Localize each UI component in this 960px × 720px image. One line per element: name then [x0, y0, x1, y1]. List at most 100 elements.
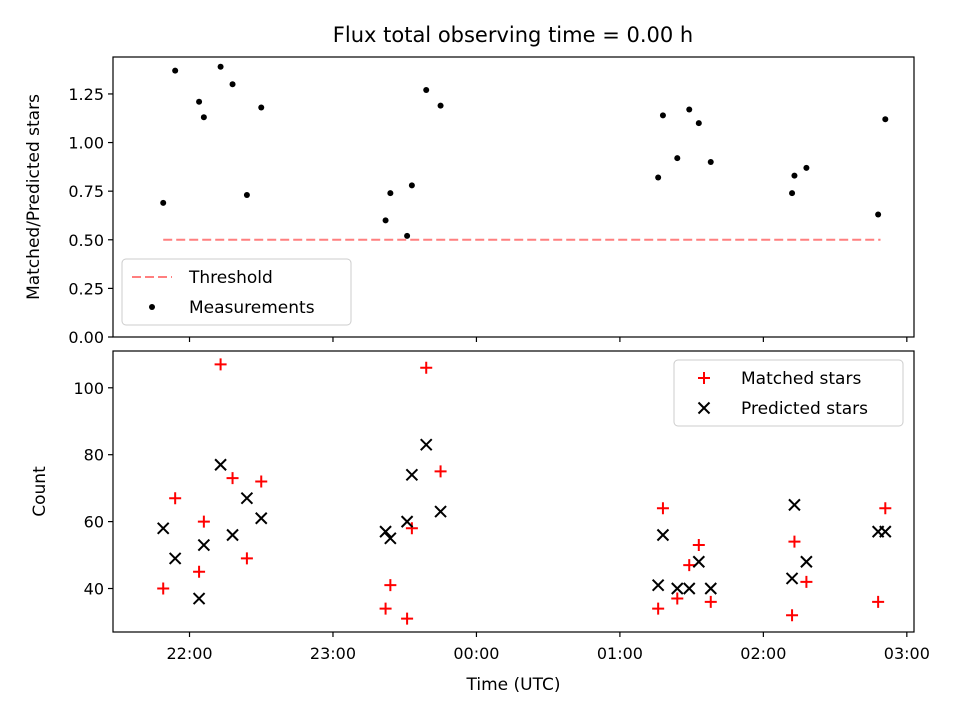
matched-star-point	[405, 522, 418, 535]
measurement-point	[803, 164, 810, 171]
matched-star-point	[214, 358, 227, 371]
legend-predicted-swatch	[697, 401, 711, 415]
measurement-point	[707, 159, 714, 165]
x-tick-label: 03:00	[884, 644, 930, 663]
predicted-star-point	[226, 528, 239, 542]
y-tick-label: 40	[84, 580, 104, 599]
y-tick-label: 100	[73, 379, 104, 398]
matched-star-point	[157, 582, 170, 595]
y-tick-label: 60	[84, 513, 104, 532]
measurement-point	[695, 120, 702, 127]
matched-star-point	[652, 602, 665, 615]
legend-box	[121, 258, 352, 326]
measurement-point	[789, 190, 796, 197]
axes-frame	[112, 350, 915, 633]
x-tick-label: 01:00	[597, 644, 643, 663]
matched-star-point	[879, 502, 892, 515]
measurement-point	[258, 104, 265, 111]
predicted-star-point	[157, 522, 170, 535]
x-tick-label: 02:00	[740, 644, 786, 663]
measurement-point	[404, 232, 411, 239]
measurement-point	[172, 67, 179, 74]
chart-title: Flux total observing time = 0.00 h	[333, 23, 693, 47]
predicted-star-point	[405, 468, 419, 481]
top-panel: 0.00 0.25 0.50 0.75 1.00 1.25 Matched/Predicte…	[24, 56, 915, 347]
measurement-point	[437, 102, 444, 109]
y-tick-label: 0.50	[68, 231, 104, 250]
matched-star-point	[434, 465, 447, 478]
predicted-star-point	[879, 525, 892, 538]
predicted-star-point	[692, 555, 706, 568]
matched-star-point	[384, 579, 397, 592]
measurement-point	[875, 211, 882, 218]
matched-star-point	[401, 612, 414, 625]
measurement-point	[243, 192, 250, 199]
legend-measurement-swatch	[149, 304, 155, 310]
matched-star-point	[193, 565, 206, 578]
matched-star-point	[704, 595, 717, 608]
measurement-point	[217, 63, 224, 70]
measurement-point	[882, 116, 889, 123]
x-tick-label: 22:00	[166, 644, 212, 663]
matched-star-point	[379, 602, 392, 615]
predicted-star-point	[384, 532, 397, 545]
measurement-point	[659, 112, 666, 119]
predicted-star-point	[420, 438, 433, 451]
x-tick-label: 00:00	[453, 644, 499, 663]
legend-label: Measurements	[189, 298, 315, 318]
measurement-point	[382, 217, 389, 224]
y-tick-label: 0.75	[68, 182, 104, 201]
matched-star-point	[420, 361, 433, 374]
predicted-star-point	[214, 458, 227, 471]
predicted-star-point	[255, 512, 268, 525]
legend: Matched stars Predicted stars	[673, 359, 904, 427]
y-tick-label: 1.25	[68, 85, 104, 104]
legend: Threshold Measurements	[121, 258, 352, 326]
y-tick-label: 0.00	[68, 328, 104, 347]
legend-label: Predicted stars	[741, 399, 868, 419]
predicted-star-point	[400, 515, 414, 528]
measurement-point	[200, 114, 207, 121]
x-axis-label: Time (UTC)	[466, 675, 561, 695]
predicted-star-point	[379, 525, 392, 538]
measurement-point	[160, 199, 167, 206]
matched-star-point	[671, 592, 684, 605]
measurement-point	[655, 174, 662, 181]
measurement-point	[686, 106, 693, 113]
predicted-star-point	[788, 498, 801, 512]
matched-star-point	[692, 539, 705, 552]
bottom-panel: 40 60 80 100 22:00 23:00 00:00 01:00 02:00 03:00 C…	[30, 350, 930, 695]
legend-matched-swatch	[698, 372, 710, 384]
measurement-point	[196, 98, 203, 105]
matched-star-point	[872, 595, 885, 608]
predicted-star-point	[671, 582, 684, 595]
matched-star-point	[656, 502, 669, 515]
matched-star-point	[226, 472, 239, 485]
matched-star-point	[786, 609, 799, 622]
matched-star-point	[788, 535, 801, 548]
predicted-star-point	[704, 582, 717, 595]
predicted-star-point	[800, 555, 813, 568]
predicted-star-point	[434, 505, 447, 518]
matched-star-point	[800, 575, 813, 588]
measurement-point	[387, 190, 394, 197]
matched-star-point	[240, 552, 253, 565]
predicted-star-point	[656, 528, 670, 542]
matched-star-point	[197, 515, 210, 528]
predicted-star-point	[168, 552, 182, 565]
y-tick-label: 0.25	[68, 279, 104, 298]
matched-star-point	[169, 492, 182, 505]
legend-label: Matched stars	[741, 369, 861, 389]
predicted-star-point	[651, 578, 665, 592]
legend-label: Threshold	[188, 268, 273, 288]
matched-star-point	[255, 475, 268, 488]
y-axis-label: Count	[30, 466, 50, 517]
measurement-point	[791, 172, 798, 179]
predicted-star-point	[240, 491, 254, 505]
x-tick-label: 23:00	[310, 644, 356, 663]
predicted-star-point	[192, 592, 206, 605]
predicted-star-point	[785, 572, 799, 585]
matched-star-point	[683, 559, 696, 572]
axes-frame	[112, 56, 915, 338]
